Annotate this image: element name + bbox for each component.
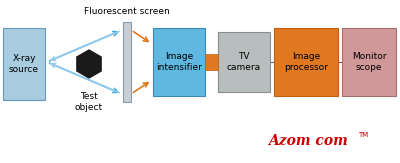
Text: Monitor
scope: Monitor scope xyxy=(352,52,386,72)
Text: Azom com: Azom com xyxy=(268,134,348,148)
Text: TV
camera: TV camera xyxy=(227,52,261,72)
Polygon shape xyxy=(77,50,101,78)
Text: TM: TM xyxy=(358,132,368,138)
Text: Image
processor: Image processor xyxy=(284,52,328,72)
Text: X-ray
source: X-ray source xyxy=(9,54,39,74)
FancyBboxPatch shape xyxy=(153,28,205,96)
FancyBboxPatch shape xyxy=(205,54,218,70)
Text: Image
intensifier: Image intensifier xyxy=(156,52,202,72)
Text: Fluorescent screen: Fluorescent screen xyxy=(84,7,170,16)
FancyBboxPatch shape xyxy=(218,32,270,92)
FancyBboxPatch shape xyxy=(123,22,131,102)
Text: Test
object: Test object xyxy=(75,92,103,112)
FancyBboxPatch shape xyxy=(342,28,396,96)
FancyBboxPatch shape xyxy=(274,28,338,96)
FancyBboxPatch shape xyxy=(3,28,45,100)
